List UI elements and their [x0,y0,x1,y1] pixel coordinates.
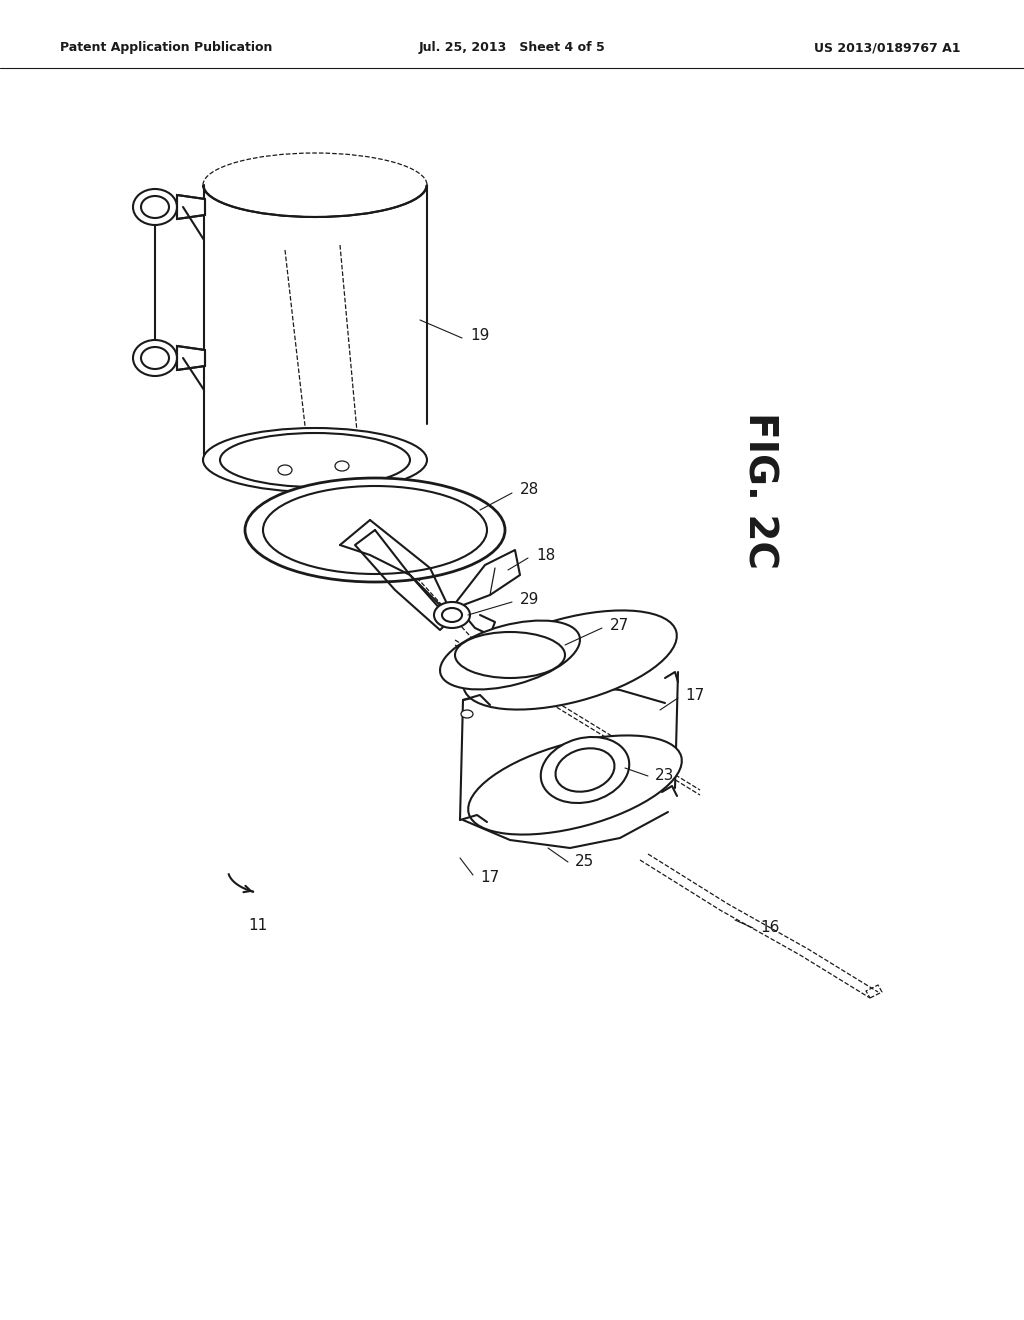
Ellipse shape [440,620,580,689]
Text: FIG. 2C: FIG. 2C [741,412,779,569]
Text: Patent Application Publication: Patent Application Publication [60,41,272,54]
Text: 18: 18 [536,548,555,562]
Ellipse shape [434,602,470,628]
Text: 16: 16 [760,920,779,936]
Ellipse shape [141,347,169,370]
Text: Jul. 25, 2013   Sheet 4 of 5: Jul. 25, 2013 Sheet 4 of 5 [419,41,605,54]
Ellipse shape [541,737,630,803]
Ellipse shape [203,428,427,492]
Text: 17: 17 [685,688,705,702]
Ellipse shape [455,632,565,678]
Ellipse shape [263,486,487,574]
Ellipse shape [141,195,169,218]
Ellipse shape [461,710,473,718]
Ellipse shape [278,465,292,475]
Text: 27: 27 [610,618,630,632]
Polygon shape [177,346,205,370]
Text: 17: 17 [480,870,500,886]
Text: 29: 29 [520,593,540,607]
Ellipse shape [463,610,677,710]
Text: 25: 25 [575,854,594,870]
Ellipse shape [133,189,177,224]
Ellipse shape [468,735,682,834]
Ellipse shape [442,609,462,622]
Text: 28: 28 [520,483,540,498]
Ellipse shape [335,461,349,471]
Ellipse shape [220,433,410,487]
Text: 19: 19 [470,327,489,342]
Text: 11: 11 [248,917,267,932]
Text: US 2013/0189767 A1: US 2013/0189767 A1 [813,41,961,54]
Text: 23: 23 [655,767,675,783]
Ellipse shape [555,748,614,792]
Ellipse shape [245,478,505,582]
Ellipse shape [133,341,177,376]
Polygon shape [177,195,205,219]
